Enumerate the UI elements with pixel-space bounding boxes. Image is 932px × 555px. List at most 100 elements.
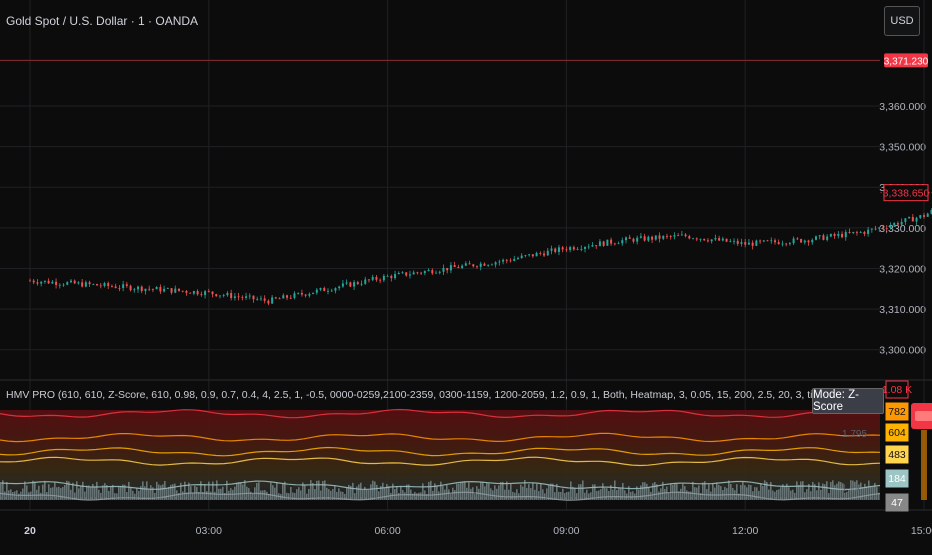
volume-bar bbox=[74, 492, 76, 500]
candle-body bbox=[557, 247, 560, 252]
level-line bbox=[0, 408, 881, 419]
volume-bar bbox=[62, 487, 64, 500]
candle-body bbox=[96, 284, 99, 286]
candle-body bbox=[163, 288, 166, 292]
volume-bar bbox=[874, 482, 876, 500]
volume-bar bbox=[292, 492, 294, 500]
candle-body bbox=[32, 280, 35, 283]
candle-body bbox=[196, 291, 199, 295]
volume-bar bbox=[90, 486, 92, 500]
volume-bar bbox=[672, 484, 674, 500]
volume-bar bbox=[432, 490, 434, 500]
volume-bar bbox=[760, 483, 762, 500]
volume-bar bbox=[828, 493, 830, 500]
candle-body bbox=[632, 238, 635, 242]
candle-body bbox=[185, 291, 188, 293]
volume-bar bbox=[302, 482, 304, 500]
volume-bar bbox=[516, 489, 518, 500]
volume-bar bbox=[0, 483, 2, 500]
volume-bar bbox=[80, 486, 82, 500]
volume-bar bbox=[362, 489, 364, 500]
candle-body bbox=[792, 238, 795, 244]
volume-bar bbox=[664, 488, 666, 500]
candle-body bbox=[837, 233, 840, 236]
volume-bar bbox=[224, 492, 226, 500]
candle-body bbox=[218, 295, 221, 297]
volume-bar bbox=[826, 481, 828, 500]
y-tick-label: 3,330.000 bbox=[879, 223, 926, 235]
volume-bar bbox=[878, 492, 880, 500]
volume-bar bbox=[32, 480, 34, 500]
volume-bar bbox=[68, 481, 70, 500]
volume-bar bbox=[44, 480, 46, 500]
volume-bar bbox=[16, 490, 18, 500]
volume-bar bbox=[798, 485, 800, 500]
candle-body bbox=[841, 233, 844, 238]
volume-bar bbox=[268, 493, 270, 500]
y-tick-label: 3,300.000 bbox=[879, 345, 926, 357]
volume-bar bbox=[46, 491, 48, 500]
candle-body bbox=[639, 236, 642, 238]
volume-bar bbox=[116, 493, 118, 500]
volume-bar bbox=[222, 486, 224, 500]
volume-bar bbox=[584, 492, 586, 500]
volume-bar bbox=[506, 481, 508, 500]
volume-bar bbox=[250, 491, 252, 500]
volume-bar bbox=[280, 493, 282, 500]
volume-bar bbox=[50, 487, 52, 500]
volume-bar bbox=[758, 490, 760, 500]
candle-body bbox=[315, 289, 318, 293]
candle-body bbox=[900, 221, 903, 225]
volume-bar bbox=[248, 488, 250, 500]
volume-bar bbox=[454, 489, 456, 500]
candle-body bbox=[446, 267, 449, 271]
volume-bar bbox=[634, 493, 636, 500]
candle-body bbox=[364, 279, 367, 284]
candle-body bbox=[468, 263, 471, 265]
volume-bar bbox=[56, 487, 58, 500]
volume-bar bbox=[588, 493, 590, 500]
volume-bar bbox=[738, 493, 740, 500]
volume-bar bbox=[602, 483, 604, 500]
candle-body bbox=[814, 236, 817, 240]
volume-bar bbox=[332, 489, 334, 500]
candle-body bbox=[476, 266, 478, 268]
volume-bar bbox=[438, 491, 440, 500]
candle-body bbox=[665, 235, 668, 237]
candle-body bbox=[107, 283, 110, 286]
volume-bar bbox=[492, 490, 494, 500]
candle-body bbox=[531, 254, 534, 257]
volume-bar bbox=[358, 484, 360, 500]
volume-bar bbox=[314, 488, 316, 500]
candle-body bbox=[189, 292, 192, 294]
volume-bar bbox=[130, 487, 132, 500]
candle-body bbox=[554, 248, 557, 252]
volume-bar bbox=[132, 490, 134, 500]
volume-bar bbox=[794, 492, 796, 500]
candle-body bbox=[896, 223, 899, 225]
volume-bar bbox=[276, 482, 278, 500]
volume-bar bbox=[146, 481, 148, 500]
x-tick-label: 12:00 bbox=[732, 525, 758, 537]
volume-bar bbox=[402, 490, 404, 500]
currency-button[interactable]: USD bbox=[884, 6, 920, 36]
indicator-title[interactable]: HMV PRO (610, 610, Z-Score, 610, 0.98, 0… bbox=[6, 389, 828, 401]
candle-body bbox=[595, 245, 598, 247]
candle-body bbox=[408, 274, 411, 276]
volume-bar bbox=[526, 487, 528, 500]
volume-bar bbox=[238, 482, 240, 500]
candle-body bbox=[572, 247, 575, 250]
volume-bar bbox=[480, 481, 482, 500]
volume-bar bbox=[774, 491, 776, 500]
mode-label: Mode: Z-Score bbox=[812, 388, 884, 414]
candle-body bbox=[729, 241, 732, 243]
volume-bar bbox=[378, 491, 380, 500]
volume-bar bbox=[494, 485, 496, 500]
candle-body bbox=[751, 242, 754, 246]
volume-bar bbox=[640, 485, 642, 500]
volume-bar bbox=[824, 484, 826, 500]
volume-bar bbox=[620, 487, 622, 500]
y-tick-label: 3,350.000 bbox=[879, 142, 926, 154]
